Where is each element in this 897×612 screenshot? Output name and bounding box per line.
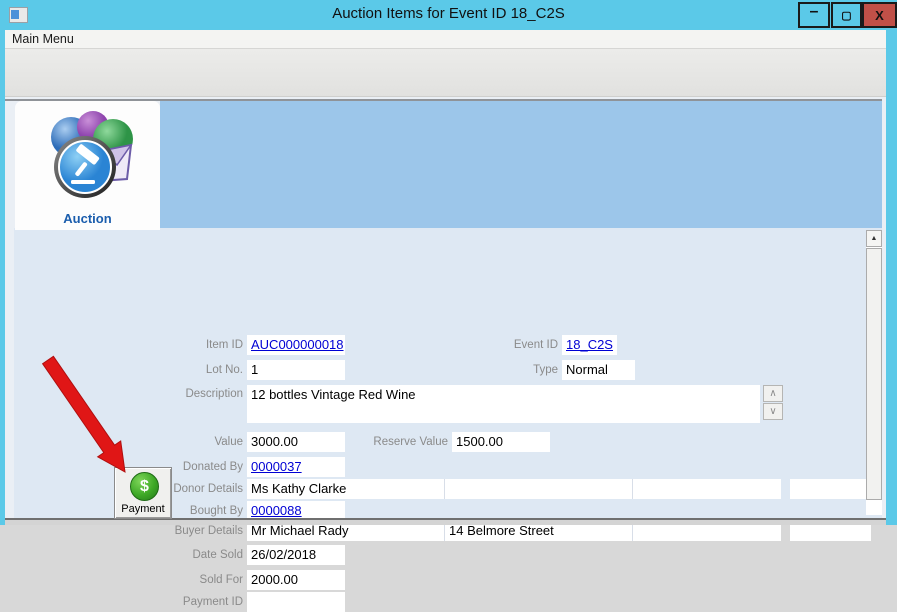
menu-item-main-menu[interactable]: Main Menu — [12, 32, 74, 46]
lot-no-label: Lot No. — [205, 364, 243, 376]
description-spin-up-button[interactable]: ∧ — [763, 385, 783, 402]
bought-by-field[interactable]: 0000088 — [247, 501, 345, 521]
left-gutter — [5, 101, 14, 518]
donated-by-label: Donated By — [182, 461, 243, 473]
item-id-label: Item ID — [205, 339, 243, 351]
item-id-link[interactable]: AUC000000018 — [251, 337, 344, 352]
donated-by-field[interactable]: 0000037 — [247, 457, 345, 477]
chevron-up-icon: ∧ — [769, 388, 777, 399]
bought-by-link[interactable]: 0000088 — [251, 503, 302, 518]
donor-details-label: Donor Details — [173, 483, 243, 495]
tab-auction[interactable]: Auction — [15, 101, 160, 230]
payment-button[interactable]: $ Payment — [114, 467, 172, 519]
payment-id-field[interactable] — [247, 592, 345, 612]
chevron-down-icon: ∨ — [769, 406, 777, 417]
donor-details-field-4[interactable] — [790, 479, 871, 499]
close-button[interactable]: X — [862, 2, 897, 28]
buyer-details-label: Buyer Details — [174, 525, 243, 537]
window-border-right — [886, 30, 897, 525]
triangle-up-icon: ▲ — [870, 235, 878, 242]
sold-for-label: Sold For — [199, 574, 243, 586]
donor-details-field-1[interactable]: Ms Kathy Clarke — [247, 479, 445, 499]
value-field[interactable]: 3000.00 — [247, 432, 345, 452]
app-window-icon — [9, 7, 28, 23]
title-bar: Auction Items for Event ID 18_C2S – ▢ X — [0, 0, 897, 30]
bought-by-label: Bought By — [189, 505, 243, 517]
tab-strip-panel — [160, 101, 886, 228]
main-content: Auction Item ID AUC000000018 Event ID 18… — [0, 97, 897, 612]
window-border-bottom — [5, 520, 886, 525]
vertical-scrollbar[interactable]: ▲ — [866, 230, 882, 515]
reserve-value-field[interactable]: 1500.00 — [452, 432, 550, 452]
event-id-label: Event ID — [513, 339, 558, 351]
event-id-field[interactable]: 18_C2S — [562, 335, 617, 355]
value-label: Value — [214, 436, 243, 448]
minimize-icon: – — [809, 3, 819, 20]
toolbar: < > Data View Table View New Edit Close — [0, 49, 897, 141]
donor-details-field-3[interactable] — [633, 479, 781, 499]
payment-id-label: Payment ID — [182, 596, 243, 608]
scrollbar-thumb[interactable] — [866, 248, 882, 500]
maximize-icon: ▢ — [841, 9, 852, 22]
description-label: Description — [185, 388, 243, 400]
right-gutter — [882, 97, 886, 525]
date-sold-field[interactable]: 26/02/2018 — [247, 545, 345, 565]
tab-auction-label: Auction — [63, 211, 112, 226]
close-icon: X — [875, 7, 884, 23]
donor-details-field-2[interactable] — [445, 479, 633, 499]
window-title: Auction Items for Event ID 18_C2S — [332, 5, 565, 22]
auction-gavel-icon — [51, 111, 133, 198]
reserve-value-label: Reserve Value — [373, 436, 448, 448]
minimize-button[interactable]: – — [798, 2, 830, 28]
window-border-left — [0, 30, 5, 525]
lot-no-field[interactable]: 1 — [247, 360, 345, 380]
description-field[interactable]: 12 bottles Vintage Red Wine — [247, 385, 760, 423]
item-id-field[interactable]: AUC000000018 — [247, 335, 345, 355]
bottom-divider — [5, 518, 886, 520]
donated-by-link[interactable]: 0000037 — [251, 459, 302, 474]
type-field[interactable]: Normal — [562, 360, 635, 380]
panel-divider — [5, 99, 886, 101]
maximize-button[interactable]: ▢ — [831, 2, 862, 28]
dollar-icon: $ — [130, 472, 159, 501]
event-id-link[interactable]: 18_C2S — [566, 337, 613, 352]
scrollbar-up-button[interactable]: ▲ — [866, 230, 882, 247]
description-spin-down-button[interactable]: ∨ — [763, 403, 783, 420]
sold-for-field[interactable]: 2000.00 — [247, 570, 345, 590]
payment-button-label: Payment — [121, 503, 165, 515]
date-sold-label: Date Sold — [192, 549, 243, 561]
menu-bar: Main Menu — [0, 30, 897, 49]
type-label: Type — [533, 364, 558, 376]
